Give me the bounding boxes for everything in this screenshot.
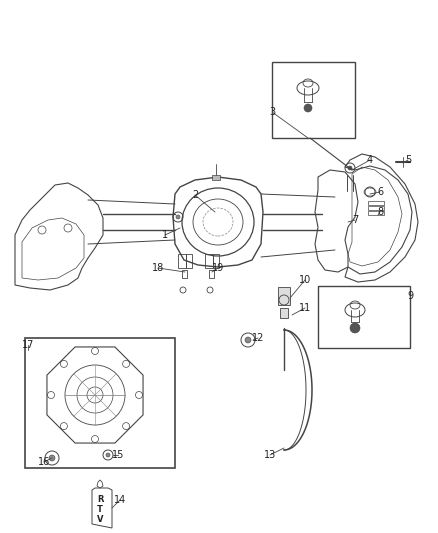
Bar xyxy=(318,286,410,348)
Bar xyxy=(178,254,186,268)
Text: 10: 10 xyxy=(299,275,311,285)
Text: 2: 2 xyxy=(192,190,198,200)
Bar xyxy=(209,270,214,278)
Text: 7: 7 xyxy=(352,215,358,225)
Text: 14: 14 xyxy=(114,495,126,505)
Circle shape xyxy=(304,104,312,112)
Circle shape xyxy=(106,453,110,457)
Circle shape xyxy=(176,215,180,219)
Text: 4: 4 xyxy=(367,155,373,165)
Bar xyxy=(368,201,384,205)
Bar xyxy=(182,270,187,278)
Text: 16: 16 xyxy=(38,457,50,467)
Text: 12: 12 xyxy=(252,333,264,343)
Text: 5: 5 xyxy=(405,155,411,165)
Circle shape xyxy=(49,455,55,461)
Bar xyxy=(368,206,384,210)
Text: V: V xyxy=(97,515,103,524)
Circle shape xyxy=(350,323,360,333)
Bar xyxy=(278,287,290,305)
Bar xyxy=(213,254,219,268)
Text: 18: 18 xyxy=(152,263,164,273)
Text: 3: 3 xyxy=(269,107,275,117)
Text: 11: 11 xyxy=(299,303,311,313)
Bar xyxy=(272,62,355,138)
Bar xyxy=(205,254,213,268)
Text: R: R xyxy=(97,496,103,505)
Text: 15: 15 xyxy=(112,450,124,460)
Bar xyxy=(212,175,220,180)
Circle shape xyxy=(348,166,352,170)
Text: 19: 19 xyxy=(212,263,224,273)
Bar xyxy=(280,308,288,318)
Text: T: T xyxy=(97,505,103,514)
Bar xyxy=(186,254,192,268)
Text: 1: 1 xyxy=(162,230,168,240)
Text: 13: 13 xyxy=(264,450,276,460)
Circle shape xyxy=(245,337,251,343)
Text: 17: 17 xyxy=(22,340,34,350)
Text: 9: 9 xyxy=(407,291,413,301)
Bar xyxy=(368,211,384,215)
Text: 6: 6 xyxy=(377,187,383,197)
Bar xyxy=(25,338,175,468)
Text: 8: 8 xyxy=(377,207,383,217)
